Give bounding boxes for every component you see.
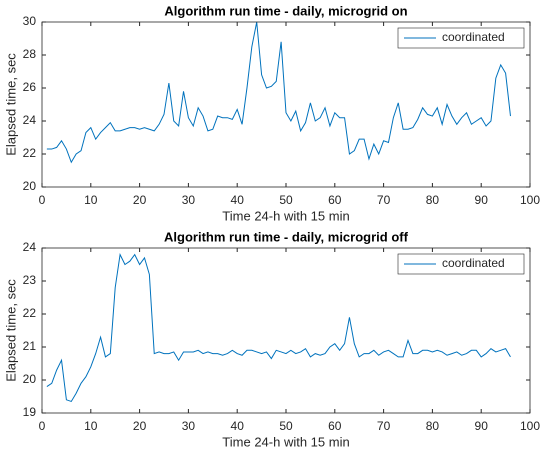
x-tick-label: 0 [39, 193, 46, 207]
x-tick-label: 0 [39, 419, 46, 433]
chart-title: Algorithm run time - daily, microgrid of… [164, 229, 409, 244]
x-tick-label: 90 [475, 193, 489, 207]
plot-area [42, 248, 530, 413]
x-axis-label: Time 24-h with 15 min [222, 434, 349, 449]
x-tick-label: 80 [426, 419, 440, 433]
x-tick-label: 60 [328, 193, 342, 207]
y-tick-label: 20 [23, 372, 37, 386]
data-line [46, 21, 511, 164]
x-tick-label: 50 [279, 419, 293, 433]
y-tick-label: 19 [23, 405, 37, 419]
y-tick-label: 21 [23, 339, 37, 353]
y-tick-label: 23 [23, 273, 37, 287]
y-tick-label: 22 [23, 306, 37, 320]
legend-label: coordinated [442, 256, 505, 270]
x-tick-label: 70 [377, 193, 391, 207]
x-tick-label: 30 [182, 193, 196, 207]
x-tick-label: 100 [520, 419, 540, 433]
x-tick-label: 50 [279, 193, 293, 207]
plot-area [42, 22, 530, 187]
y-axis-label: Elapsed time, sec [3, 53, 18, 156]
y-tick-label: 20 [23, 179, 37, 193]
x-tick-label: 60 [328, 419, 342, 433]
axes-box [41, 21, 531, 188]
x-tick-label: 100 [520, 193, 540, 207]
x-tick-label: 80 [426, 193, 440, 207]
axes-box [41, 247, 531, 414]
x-tick-label: 30 [182, 419, 196, 433]
y-axis-label: Elapsed time, sec [3, 279, 18, 382]
x-tick-label: 10 [84, 193, 98, 207]
x-tick-label: 10 [84, 419, 98, 433]
x-tick-label: 70 [377, 419, 391, 433]
x-tick-label: 20 [133, 193, 147, 207]
y-tick-label: 26 [23, 80, 37, 94]
x-tick-label: 40 [231, 419, 245, 433]
chart-title: Algorithm run time - daily, microgrid on [164, 3, 407, 18]
y-tick-label: 24 [23, 240, 37, 254]
x-tick-label: 20 [133, 419, 147, 433]
x-tick-label: 40 [231, 193, 245, 207]
x-tick-label: 90 [475, 419, 489, 433]
y-tick-label: 28 [23, 47, 37, 61]
y-tick-label: 30 [23, 14, 37, 28]
legend-label: coordinated [442, 30, 505, 44]
data-line [46, 252, 511, 403]
y-tick-label: 24 [23, 113, 37, 127]
x-axis-label: Time 24-h with 15 min [222, 208, 349, 223]
legend-box [397, 27, 525, 49]
y-tick-label: 22 [23, 146, 37, 160]
legend-box [397, 253, 525, 275]
